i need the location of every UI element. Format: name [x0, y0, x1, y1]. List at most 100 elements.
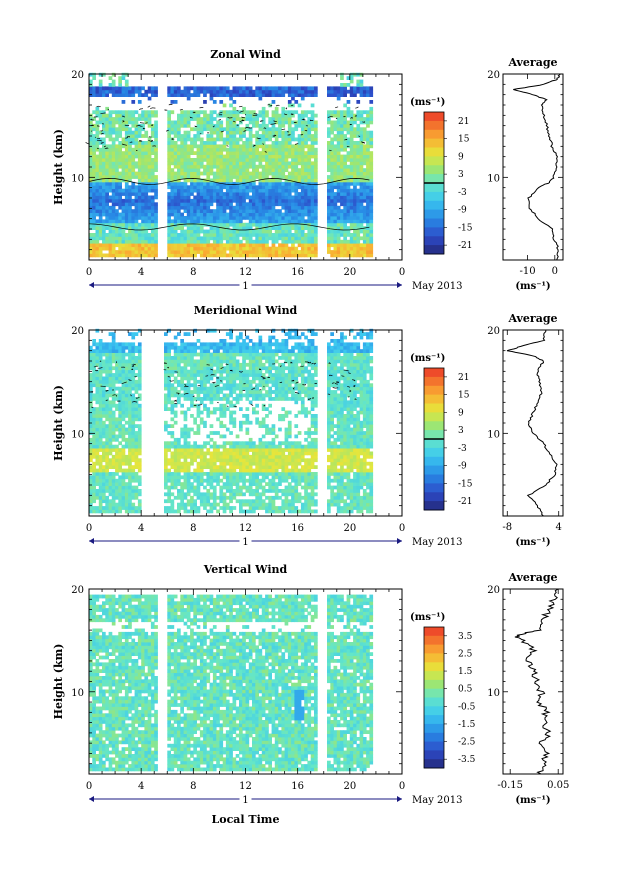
heatmap-cell [314, 253, 318, 258]
heatmap-cell [349, 161, 354, 166]
heatmap-cell [115, 376, 119, 381]
heatmap-cell [216, 113, 220, 118]
heatmap-cell [134, 492, 139, 497]
heatmap-cell [258, 134, 263, 138]
heatmap-cell [164, 461, 168, 466]
heatmap-cell [219, 127, 224, 132]
heatmap-cell [150, 127, 155, 132]
heatmap-cell [356, 154, 361, 159]
heatmap-cell [170, 424, 175, 428]
heatmap-cell [196, 362, 201, 367]
heatmap-cell [284, 233, 289, 237]
heatmap-cell [196, 219, 201, 224]
heatmap-cell [108, 352, 113, 357]
heatmap-cell [131, 427, 136, 432]
heatmap-cell [115, 492, 119, 497]
heatmap-cell [356, 195, 361, 200]
heatmap-cell [183, 185, 188, 190]
heatmap-cell [115, 222, 119, 227]
heatmap-cell [245, 229, 250, 234]
heatmap-cell [359, 185, 364, 190]
heatmap-cell [186, 448, 191, 452]
heatmap-cell [131, 485, 136, 490]
heatmap-cell [209, 89, 214, 94]
heatmap-cell [212, 198, 217, 203]
heatmap-cell [307, 222, 312, 227]
heatmap-cell [278, 123, 282, 128]
heatmap-cell [92, 134, 96, 138]
heatmap-cell [121, 93, 126, 97]
heatmap-cell [284, 209, 289, 213]
heatmap-cell [222, 137, 227, 142]
heatmap-cell [147, 178, 152, 183]
heatmap-cell [235, 178, 240, 183]
heatmap-cell [353, 233, 357, 237]
heatmap-cell [167, 506, 171, 510]
heatmap-cell [196, 137, 201, 142]
heatmap-cell [203, 205, 207, 210]
heatmap-cell [92, 243, 96, 248]
heatmap-cell [121, 437, 126, 442]
heatmap-cell [281, 188, 286, 193]
heatmap-cell [190, 175, 194, 179]
heatmap-cell [359, 219, 364, 224]
heatmap-cell [222, 195, 227, 200]
heatmap-cell [314, 246, 318, 251]
heatmap-cell [336, 253, 341, 258]
heatmap-cell [199, 178, 204, 183]
heatmap-cell [92, 219, 96, 224]
heatmap-cell [131, 359, 136, 364]
heatmap-cell [186, 161, 191, 166]
heatmap-cell [105, 468, 109, 473]
heatmap-cell [235, 239, 240, 244]
heatmap-cell [183, 356, 188, 360]
heatmap-cell [141, 219, 145, 224]
heatmap-cell [314, 120, 318, 125]
heatmap-cell [193, 236, 197, 241]
heatmap-cell [186, 356, 191, 360]
heatmap-cell [115, 158, 119, 162]
heatmap-cell [343, 168, 347, 172]
heatmap-cell [190, 181, 194, 186]
heatmap-cell [235, 198, 240, 203]
heatmap-cell [150, 141, 155, 145]
heatmap-cell [216, 158, 220, 162]
heatmap-cell [137, 202, 142, 207]
heatmap-cell [193, 376, 197, 381]
heatmap-cell [206, 195, 211, 200]
heatmap-cell [268, 229, 272, 234]
heatmap-cell [235, 192, 240, 196]
heatmap-cell [203, 113, 207, 118]
heatmap-cell [164, 509, 168, 514]
heatmap-cell [105, 465, 109, 469]
heatmap-cell [343, 117, 347, 121]
heatmap-cell [102, 147, 106, 152]
heatmap-cell [235, 164, 240, 169]
heatmap-cell [170, 454, 175, 459]
heatmap-cell [190, 359, 194, 364]
heatmap-cell [239, 222, 243, 227]
heatmap-cell [105, 106, 109, 111]
heatmap-cell [89, 362, 93, 367]
heatmap-cell [95, 212, 100, 217]
heatmap-cell [366, 198, 370, 203]
contour-segment [139, 108, 144, 111]
heatmap-cell [118, 144, 122, 149]
heatmap-cell [170, 509, 175, 514]
heatmap-cell [134, 127, 139, 132]
heatmap-cell [124, 195, 129, 200]
heatmap-cell [128, 424, 132, 428]
heatmap-cell [310, 134, 315, 138]
heatmap-cell [105, 342, 109, 347]
heatmap-cell [252, 239, 256, 244]
heatmap-cell [353, 117, 357, 121]
heatmap-cell [173, 376, 178, 381]
heatmap-cell [92, 414, 96, 418]
heatmap-cell [239, 161, 243, 166]
heatmap-cell [193, 454, 197, 459]
heatmap-cell [186, 164, 191, 169]
heatmap-cell [115, 110, 119, 115]
heatmap-cell [284, 151, 289, 155]
heatmap-cell [131, 458, 136, 463]
heatmap-cell [102, 349, 106, 353]
